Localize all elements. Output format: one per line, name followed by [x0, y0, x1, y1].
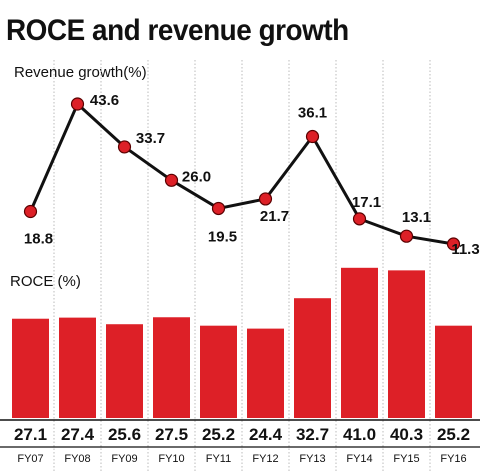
x-tick-label: FY10 [158, 453, 184, 465]
roce-bar [341, 267, 378, 418]
roce-value-label: 25.2 [437, 425, 470, 444]
revenue-growth-label: 21.7 [260, 208, 289, 225]
bar-chart-ylabel: ROCE (%) [10, 273, 81, 290]
x-tick-label: FY07 [17, 453, 43, 465]
revenue-growth-point [399, 229, 414, 243]
revenue-growth-label: 19.5 [208, 228, 237, 245]
revenue-growth-point [258, 192, 273, 206]
revenue-growth-label: 11.3 [451, 241, 479, 258]
revenue-growth-label: 36.1 [298, 105, 327, 122]
revenue-growth-point [352, 212, 367, 226]
roce-value-label: 24.4 [249, 425, 283, 444]
x-tick-label: FY11 [206, 453, 231, 465]
roce-bar [388, 270, 425, 418]
x-tick-label: FY15 [393, 453, 419, 465]
line-chart-ylabel: Revenue growth(%) [14, 64, 147, 81]
x-tick-label: FY12 [252, 453, 278, 465]
roce-bar [153, 317, 190, 418]
revenue-growth-line [29, 102, 454, 246]
chart-title: ROCE and revenue growth [6, 14, 349, 47]
roce-bar [106, 324, 143, 418]
roce-bar [247, 328, 284, 418]
roce-value-label: 40.3 [390, 425, 423, 444]
x-tick-label: FY16 [440, 453, 466, 465]
roce-bar [200, 325, 237, 418]
revenue-growth-point [23, 204, 38, 219]
revenue-growth-point [117, 140, 132, 154]
roce-value-label: 32.7 [296, 425, 329, 444]
revenue-growth-point [446, 237, 461, 251]
roce-value-label: 27.4 [61, 425, 95, 444]
revenue-growth-point [305, 129, 320, 144]
roce-bar [59, 317, 96, 418]
revenue-growth-label: 33.7 [136, 130, 165, 147]
revenue-growth-label: 17.1 [352, 194, 381, 211]
roce-value-label: 27.5 [155, 425, 188, 444]
revenue-growth-label: 18.8 [24, 231, 53, 248]
revenue-growth-label: 43.6 [90, 92, 119, 109]
roce-value-label: 41.0 [343, 425, 376, 444]
revenue-growth-label: 26.0 [182, 168, 211, 185]
roce-bar [435, 325, 472, 418]
revenue-growth-point [211, 201, 226, 216]
x-tick-label: FY08 [64, 453, 90, 465]
roce-value-label: 25.2 [202, 425, 235, 444]
x-tick-label: FY09 [111, 453, 137, 465]
x-tick-label: FY14 [346, 453, 372, 465]
roce-bar [294, 298, 331, 418]
x-tick-label: FY13 [299, 453, 325, 465]
roce-value-label: 27.1 [14, 425, 47, 444]
revenue-growth-label: 13.1 [402, 209, 431, 226]
roce-bar [12, 318, 49, 418]
revenue-growth-point [70, 97, 85, 111]
revenue-growth-point [164, 173, 179, 187]
roce-value-label: 25.6 [108, 425, 141, 444]
